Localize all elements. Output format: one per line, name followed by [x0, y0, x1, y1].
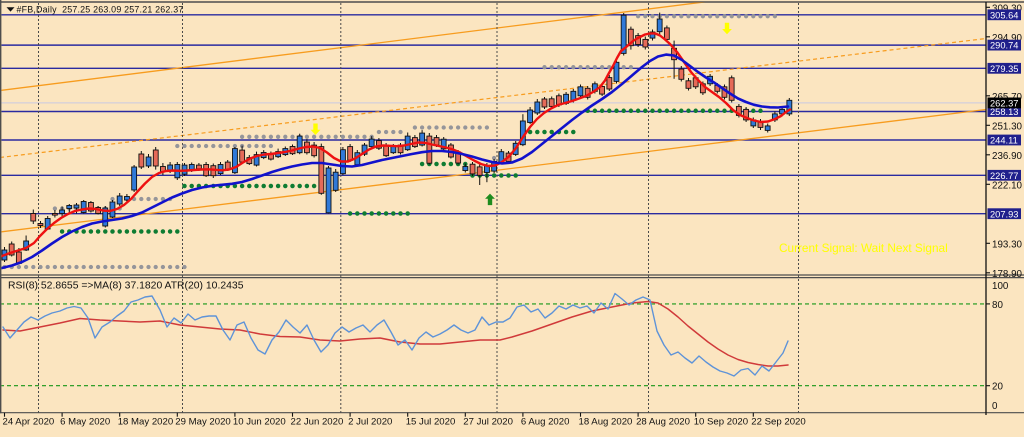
svg-text:Current Signal: Wait Next Sign: Current Signal: Wait Next Signal [779, 241, 948, 255]
svg-text:100: 100 [992, 281, 1009, 292]
svg-text:193.30: 193.30 [992, 239, 1023, 250]
svg-text:15 Jul 2020: 15 Jul 2020 [406, 416, 456, 427]
svg-text:0: 0 [992, 401, 998, 412]
svg-text:29 May 2020: 29 May 2020 [175, 416, 230, 427]
svg-text:305.64: 305.64 [990, 10, 1018, 20]
svg-text:10 Sep 2020: 10 Sep 2020 [694, 416, 748, 427]
svg-text:20: 20 [992, 382, 1003, 393]
svg-text:244.11: 244.11 [990, 136, 1018, 146]
svg-text:226.77: 226.77 [990, 171, 1018, 181]
svg-text:178.90: 178.90 [992, 269, 1023, 280]
svg-text:22 Jun 2020: 22 Jun 2020 [291, 416, 344, 427]
svg-text:294.90: 294.90 [992, 33, 1023, 44]
svg-text:265.70: 265.70 [992, 92, 1023, 103]
svg-text:6 Aug 2020: 6 Aug 2020 [521, 416, 570, 427]
svg-text:262.37: 262.37 [990, 99, 1018, 109]
svg-text:207.93: 207.93 [990, 209, 1018, 219]
svg-text:6 May 2020: 6 May 2020 [60, 416, 110, 427]
svg-text:2 Jul 2020: 2 Jul 2020 [348, 416, 392, 427]
svg-text:18 May 2020: 18 May 2020 [118, 416, 173, 427]
svg-text:290.74: 290.74 [990, 41, 1018, 51]
svg-text:80: 80 [992, 300, 1003, 311]
svg-text:24 Apr 2020: 24 Apr 2020 [3, 416, 55, 427]
svg-text:251.30: 251.30 [992, 121, 1023, 132]
svg-text:309.30: 309.30 [992, 3, 1023, 14]
svg-text:258.13: 258.13 [990, 107, 1018, 117]
svg-text:236.90: 236.90 [992, 151, 1023, 162]
svg-text:279.35: 279.35 [990, 64, 1018, 74]
svg-text:22 Sep 2020: 22 Sep 2020 [751, 416, 805, 427]
svg-text:27 Jul 2020: 27 Jul 2020 [463, 416, 513, 427]
svg-text:18 Aug 2020: 18 Aug 2020 [579, 416, 633, 427]
svg-text:RSI(8) 52.8655 =>MA(8) 37.182: RSI(8) 52.8655 =>MA(8) 37.1820 ATR(20) 1… [8, 281, 244, 292]
svg-text:28 Aug 2020: 28 Aug 2020 [636, 416, 690, 427]
svg-text:10 Jun 2020: 10 Jun 2020 [233, 416, 286, 427]
svg-text:#FB,Daily 257.25 263.09 257.2: #FB,Daily 257.25 263.09 257.21 262.37 [17, 4, 184, 14]
svg-text:222.10: 222.10 [992, 180, 1023, 191]
